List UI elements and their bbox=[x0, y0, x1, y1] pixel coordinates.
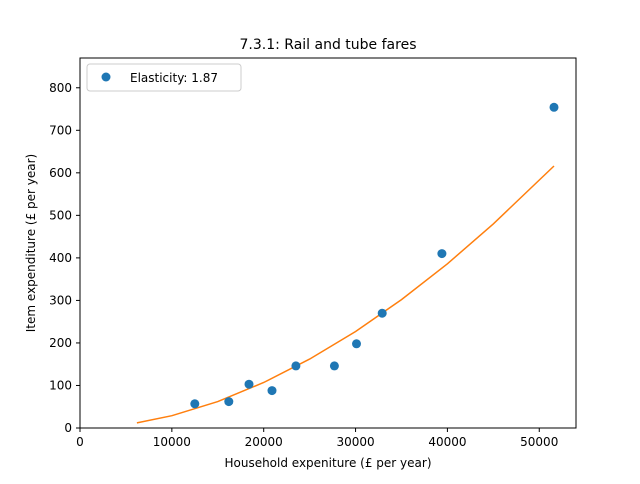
y-tick-label: 300 bbox=[49, 293, 72, 307]
data-point bbox=[352, 339, 361, 349]
x-tick-label: 40000 bbox=[428, 435, 466, 449]
x-tick-label: 50000 bbox=[520, 435, 558, 449]
legend: Elasticity: 1.87 bbox=[86, 63, 242, 92]
y-tick-label: 0 bbox=[64, 421, 72, 435]
y-axis: 0 100 200 300 400 500 600 700 800 bbox=[49, 81, 80, 435]
data-point bbox=[244, 379, 254, 389]
y-tick-label: 100 bbox=[49, 378, 72, 392]
x-axis-label: Household expeniture (£ per year) bbox=[224, 456, 431, 470]
y-tick-label: 400 bbox=[49, 251, 72, 265]
plot-area bbox=[136, 102, 559, 424]
data-point bbox=[329, 361, 339, 371]
fit-line bbox=[136, 165, 555, 424]
data-point bbox=[190, 399, 200, 409]
data-point bbox=[549, 102, 559, 112]
y-tick-label: 600 bbox=[49, 166, 72, 180]
chart-title: 7.3.1: Rail and tube fares bbox=[240, 37, 417, 53]
legend-marker bbox=[101, 72, 111, 82]
x-tick-label: 20000 bbox=[245, 435, 283, 449]
legend-frame bbox=[86, 63, 242, 92]
x-tick-label: 10000 bbox=[153, 435, 191, 449]
axes-frame bbox=[79, 57, 577, 429]
data-point bbox=[437, 249, 447, 259]
y-tick-label: 500 bbox=[49, 208, 72, 222]
data-point bbox=[267, 386, 277, 396]
y-tick-label: 800 bbox=[49, 81, 72, 95]
y-tick-label: 200 bbox=[49, 336, 72, 350]
y-axis-label: Item expenditure (£ per year) bbox=[24, 154, 38, 332]
x-tick-label: 0 bbox=[76, 435, 84, 449]
data-point bbox=[291, 361, 301, 371]
y-tick-label: 700 bbox=[49, 123, 72, 137]
x-tick-label: 30000 bbox=[336, 435, 374, 449]
legend-label: Elasticity: 1.87 bbox=[130, 71, 218, 85]
x-axis: 0 10000 20000 30000 40000 50000 bbox=[76, 428, 558, 449]
data-point bbox=[377, 308, 387, 318]
data-point bbox=[224, 397, 234, 407]
